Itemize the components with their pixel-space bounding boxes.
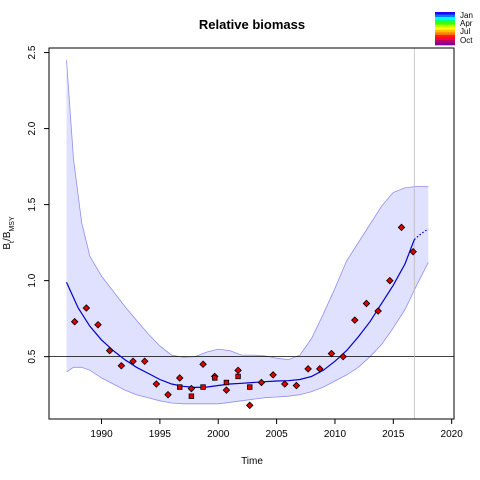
legend-label-jul: Jul [460,27,470,36]
series-line-projection [413,228,429,241]
data-point-square [247,384,253,390]
legend-color-swatch [435,37,455,41]
legend-color-swatch [435,24,455,28]
data-point-diamond [374,307,382,315]
y-tick-label: 1.5 [27,197,38,211]
data-point-diamond [397,223,406,232]
chart-title: Relative biomass [199,17,305,32]
legend-color-swatch [435,22,455,25]
data-point-square [188,393,195,399]
legend-color-swatch [435,39,455,43]
data-point-square [212,375,218,381]
legend-color-swatch [435,42,455,46]
data-point-square [223,379,230,386]
series-line-median [65,239,415,389]
data-point-diamond [70,317,79,326]
data-point-diamond [327,349,336,358]
data-point-diamond [164,390,172,399]
data-point-diamond [280,380,289,388]
y-axis-label: Bt/BMSY [2,216,16,250]
legend-color-swatch [435,19,455,23]
x-tick-label: 2010 [324,429,347,440]
y-axis: 0.5 1.0 1.5 2.0 2.5 [27,45,49,364]
legend: Jan Apr Jul Oct [435,11,473,46]
legend-label-oct: Oct [460,36,473,45]
data-point-diamond [199,360,207,369]
uncertainty-band [66,60,429,404]
data-point-diamond [140,357,149,365]
y-tick-label: 1.0 [27,273,38,287]
data-point-diamond [117,362,126,370]
x-tick-label: 2020 [441,429,464,440]
legend-label-jan: Jan [460,11,473,20]
data-point-diamond [129,357,137,365]
legend-label-apr: Apr [460,19,473,28]
data-point-square [177,384,183,390]
data-point-diamond [269,371,277,379]
legend-color-swatch [435,29,455,33]
x-tick-label: 1990 [90,429,113,440]
data-point-diamond [105,346,114,355]
legend-color-swatch [435,12,455,15]
y-tick-label: 0.5 [27,349,38,363]
data-point-square [200,384,206,390]
band-upper-edge [66,60,429,361]
x-tick-label: 2015 [382,429,405,440]
legend-color-swatch [435,34,455,38]
data-point-diamond [292,381,301,390]
legend-color-swatch [435,17,455,20]
legend-color-swatch [435,32,455,36]
legend-color-swatch [435,27,455,31]
x-tick-label: 2000 [207,429,230,440]
x-tick-label: 2005 [265,429,288,440]
data-point-diamond [94,320,102,329]
data-point-square [235,373,241,380]
data-point-diamond [152,380,161,388]
data-point-diamond [175,374,184,382]
x-axis-label: Time [241,456,263,467]
x-tick-label: 1995 [149,429,172,440]
legend-color-bar [435,12,455,46]
data-point-diamond [245,401,254,410]
data-point-diamond [386,276,394,285]
x-axis: 1990 1995 2000 2005 2010 2015 2020 [90,419,463,440]
data-point-diamond [339,352,347,361]
legend-color-swatch [435,14,455,18]
data-point-diamond [316,365,324,373]
data-point-diamond [351,316,359,324]
data-point-diamond [362,299,371,308]
data-point-diamond [257,378,266,387]
data-point-diamond [409,247,417,256]
data-point-diamond [222,386,231,394]
data-point-diamond [234,366,242,375]
plot-area [49,48,454,419]
data-point-diamond [187,384,196,393]
y-tick-label: 2.5 [27,45,38,59]
band-lower-edge [66,262,429,405]
data-point-diamond [304,365,312,373]
data-point-diamond [82,304,91,312]
plot-frame [48,47,455,420]
y-tick-label: 2.0 [27,121,38,135]
